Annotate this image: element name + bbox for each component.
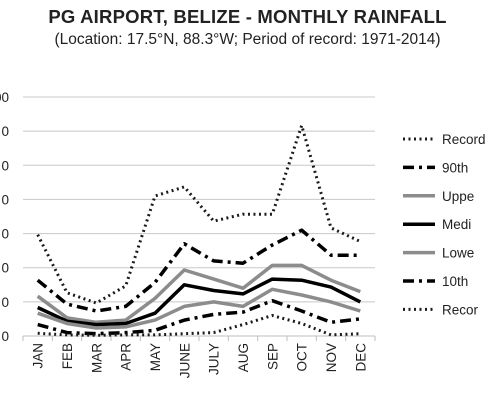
y-tick-label: 0 bbox=[1, 158, 9, 173]
x-tick-label: MAY bbox=[148, 343, 163, 371]
x-tick-label: JUNE bbox=[177, 343, 192, 378]
legend: Record 90th Uppe Medi Lowe 10th Recor bbox=[403, 132, 486, 317]
y-tick-label: 0 bbox=[1, 329, 9, 344]
series-line bbox=[37, 287, 361, 330]
x-tick-label: NOV bbox=[324, 343, 339, 372]
y-tick-label: 0 bbox=[1, 227, 9, 242]
legend-label: Lowe bbox=[442, 246, 474, 261]
x-tick-label: APR bbox=[119, 343, 134, 371]
series-line bbox=[36, 277, 362, 327]
x-tick-label: JULY bbox=[207, 343, 222, 375]
y-tick-label: 0 bbox=[1, 124, 9, 139]
series-line bbox=[36, 263, 361, 325]
legend-label: Medi bbox=[442, 217, 471, 232]
legend-label: 10th bbox=[442, 274, 468, 289]
x-tick-label: JAN bbox=[31, 343, 46, 369]
legend-label: Record bbox=[442, 132, 486, 147]
chart-title: PG AIRPORT, BELIZE - MONTHLY RAINFALL bbox=[48, 6, 447, 27]
x-tick-label: SEP bbox=[265, 343, 280, 370]
x-tick-label: OCT bbox=[295, 343, 310, 372]
axes: 000000000JANFEBMARAPRMAYJUNEJULYAUGSEPOC… bbox=[0, 90, 376, 378]
y-tick-label: 0 bbox=[1, 192, 9, 207]
series-line bbox=[37, 314, 361, 337]
gridlines bbox=[23, 96, 375, 303]
x-tick-label: AUG bbox=[236, 343, 251, 372]
y-tick-label: 0 bbox=[1, 295, 9, 310]
y-tick-label: 00 bbox=[0, 90, 9, 105]
series-lines bbox=[36, 124, 362, 337]
x-tick-label: FEB bbox=[60, 343, 75, 369]
series-line bbox=[36, 228, 361, 313]
legend-label: Recor bbox=[442, 302, 479, 317]
x-tick-label: DEC bbox=[353, 343, 368, 372]
legend-label: Uppe bbox=[442, 189, 474, 204]
chart-subtitle: (Location: 17.5°N, 88.3°W; Period of rec… bbox=[54, 31, 441, 48]
x-tick-label: MAR bbox=[89, 343, 104, 373]
series-line bbox=[37, 298, 361, 336]
legend-label: 90th bbox=[442, 160, 468, 175]
y-tick-label: 0 bbox=[1, 261, 9, 276]
